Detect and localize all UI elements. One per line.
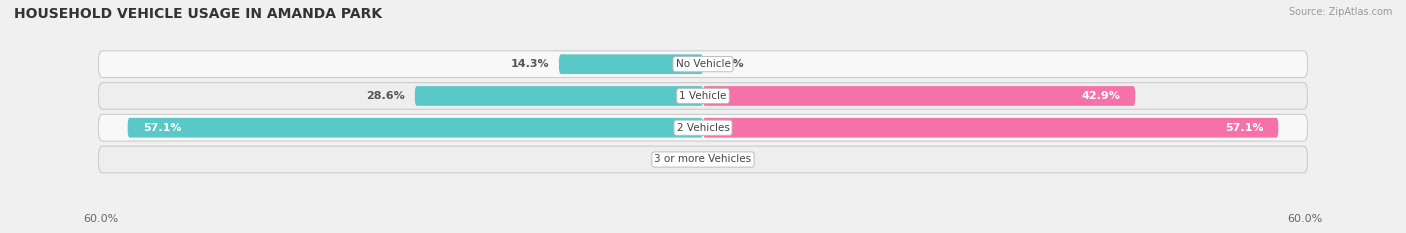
Text: No Vehicle: No Vehicle xyxy=(675,59,731,69)
FancyBboxPatch shape xyxy=(415,86,703,106)
Text: 14.3%: 14.3% xyxy=(510,59,548,69)
FancyBboxPatch shape xyxy=(128,118,703,137)
Text: 3 or more Vehicles: 3 or more Vehicles xyxy=(654,154,752,164)
Text: 2 Vehicles: 2 Vehicles xyxy=(676,123,730,133)
Text: 0.0%: 0.0% xyxy=(713,154,744,164)
Text: Source: ZipAtlas.com: Source: ZipAtlas.com xyxy=(1288,7,1392,17)
Text: 60.0%: 60.0% xyxy=(83,214,120,224)
Text: 57.1%: 57.1% xyxy=(1225,123,1263,133)
Text: 60.0%: 60.0% xyxy=(1286,214,1323,224)
Text: 57.1%: 57.1% xyxy=(143,123,181,133)
Text: 28.6%: 28.6% xyxy=(366,91,405,101)
Text: 0.0%: 0.0% xyxy=(662,154,693,164)
FancyBboxPatch shape xyxy=(703,86,1135,106)
Text: 1 Vehicle: 1 Vehicle xyxy=(679,91,727,101)
FancyBboxPatch shape xyxy=(98,83,1308,109)
FancyBboxPatch shape xyxy=(703,118,1278,137)
Text: 42.9%: 42.9% xyxy=(1081,91,1121,101)
Text: HOUSEHOLD VEHICLE USAGE IN AMANDA PARK: HOUSEHOLD VEHICLE USAGE IN AMANDA PARK xyxy=(14,7,382,21)
FancyBboxPatch shape xyxy=(98,146,1308,173)
Text: 0.0%: 0.0% xyxy=(713,59,744,69)
FancyBboxPatch shape xyxy=(98,114,1308,141)
FancyBboxPatch shape xyxy=(98,51,1308,78)
FancyBboxPatch shape xyxy=(560,54,703,74)
